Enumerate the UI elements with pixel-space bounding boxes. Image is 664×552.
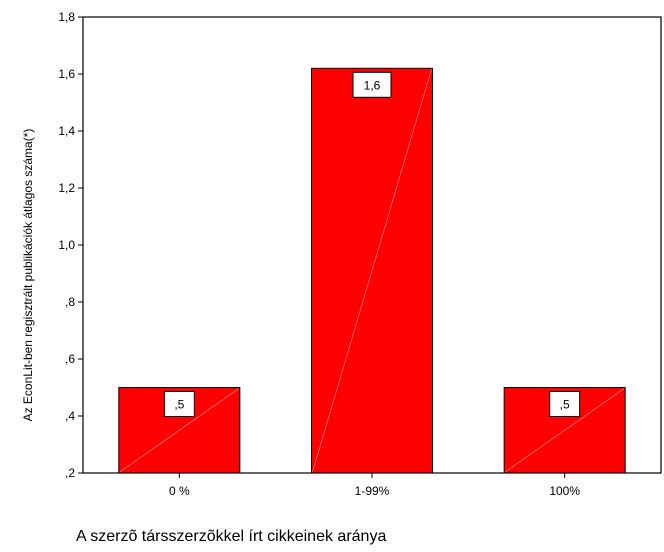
y-tick-label: 1,8 <box>58 10 75 24</box>
y-tick-label: ,4 <box>65 409 75 423</box>
y-tick-label: 1,0 <box>58 238 75 252</box>
x-tick-label: 0 % <box>169 484 190 498</box>
data-label-box <box>352 71 392 98</box>
bar-hatch <box>504 388 625 473</box>
data-label-box <box>163 391 195 417</box>
data-label-box <box>549 391 581 417</box>
data-label: ,5 <box>174 398 184 412</box>
x-axis: 0 % 1-99% 100% <box>169 473 580 498</box>
y-tick-label: 1,4 <box>58 124 75 138</box>
bar-group: ,5 <box>118 387 241 474</box>
x-axis-label: A szerzõ társszerzõkkel írt cikkeinek ar… <box>76 528 387 545</box>
x-tick-label: 100% <box>549 484 580 498</box>
y-tick-label: ,6 <box>65 352 75 366</box>
data-label: 1,6 <box>364 78 381 92</box>
y-tick-label: 1,6 <box>58 67 75 81</box>
x-tick-label: 1-99% <box>355 484 390 498</box>
data-label: ,5 <box>560 398 570 412</box>
y-tick-label: ,8 <box>65 295 75 309</box>
y-tick-label: ,2 <box>65 466 75 480</box>
y-axis: ,2 ,4 ,6 ,8 1,0 1,2 1,4 1,6 1,8 <box>58 10 83 480</box>
bar-group: ,5 <box>503 387 626 474</box>
y-axis-label: Az EconLit-ben regisztrált publikációk á… <box>21 129 35 422</box>
bar-hatch <box>312 69 432 473</box>
bar-group: 1,6 <box>311 67 433 474</box>
bar-hatch <box>119 388 240 473</box>
y-tick-label: 1,2 <box>58 181 75 195</box>
bars-group: ,5 1,6 ,5 <box>118 67 626 474</box>
